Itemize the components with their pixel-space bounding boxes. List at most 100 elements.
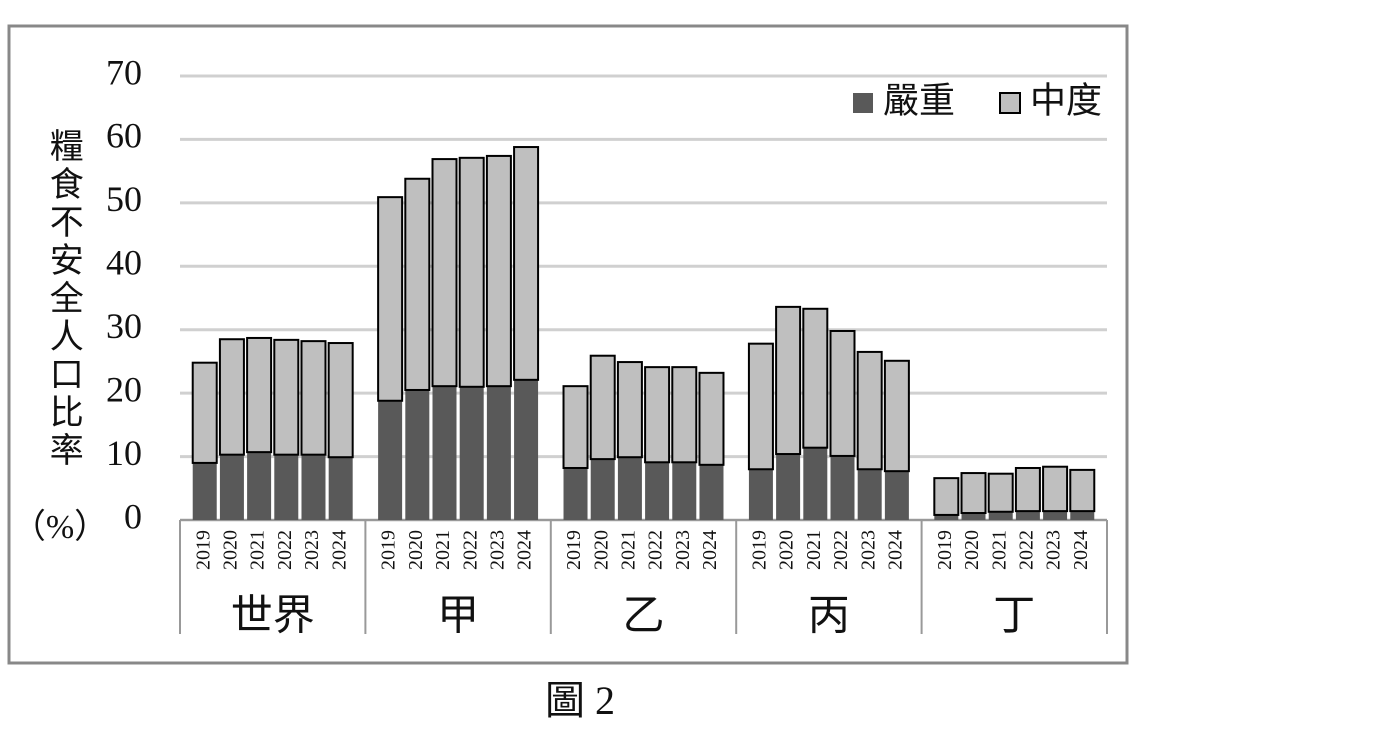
- bar-segment: [1070, 511, 1095, 520]
- x-tick-label: 2019: [192, 530, 214, 570]
- x-tick-label: 2024: [328, 530, 350, 570]
- x-tick-label: 2020: [590, 530, 612, 570]
- bar-segment: [459, 386, 484, 520]
- bar-segment: [486, 386, 511, 520]
- bar-segment: [485, 154, 512, 388]
- bar-segment: [1014, 466, 1041, 513]
- x-tick-label: 2020: [776, 530, 798, 570]
- x-tick-label: 2021: [247, 530, 269, 570]
- bar-segment: [988, 511, 1013, 520]
- bar-segment: [300, 340, 327, 456]
- bar-segment: [377, 196, 404, 402]
- y-tick-label: 50: [106, 179, 142, 219]
- x-tick-label: 2019: [934, 530, 956, 570]
- bar-segment: [775, 305, 802, 456]
- bar-segment: [961, 513, 986, 520]
- bar-segment: [645, 462, 670, 520]
- bar-segment: [617, 457, 642, 520]
- bar-segment: [883, 359, 910, 473]
- bar-segment: [671, 366, 698, 464]
- legend-label: 中度: [1030, 80, 1102, 120]
- group-label: 丁: [993, 594, 1035, 640]
- y-tick-label: 10: [106, 433, 142, 473]
- bar-segment: [273, 338, 300, 456]
- y-tick-label: 0: [124, 496, 142, 536]
- x-tick-label: 2020: [405, 530, 427, 570]
- bar-segment: [1069, 468, 1096, 513]
- x-tick-label: 2023: [301, 530, 323, 570]
- group-label: 甲: [437, 594, 479, 640]
- legend-swatch: [853, 93, 873, 113]
- chart-frame: [7, 24, 1129, 665]
- bar-segment: [246, 336, 273, 454]
- x-tick-label: 2022: [830, 530, 852, 570]
- bar-segment: [829, 329, 856, 457]
- x-tick-label: 2022: [459, 530, 481, 570]
- x-tick-label: 2021: [803, 530, 825, 570]
- legend-label: 嚴重: [883, 80, 955, 120]
- group-label: 乙: [622, 594, 664, 640]
- x-tick-label: 2024: [514, 530, 536, 570]
- y-axis-title: 糧食不安全人口比率: [44, 128, 83, 470]
- bar-segment: [857, 469, 882, 520]
- bar-segment: [644, 366, 671, 464]
- bar-segment: [960, 472, 987, 515]
- bar-segment: [987, 472, 1014, 513]
- bar-segment: [1015, 511, 1040, 520]
- bar-segment: [219, 454, 244, 520]
- bar-segment: [513, 146, 540, 381]
- bar-segment: [1043, 511, 1068, 520]
- x-tick-label: 2023: [486, 530, 508, 570]
- y-tick-label: 40: [106, 243, 142, 283]
- group-label: 世界: [231, 594, 315, 640]
- bar-segment: [274, 454, 299, 520]
- bar-segment: [247, 452, 272, 520]
- bar-segment: [432, 386, 457, 520]
- bar-segment: [378, 400, 403, 520]
- y-axis-unit: （%）: [12, 508, 108, 546]
- bar-segment: [458, 156, 485, 388]
- bar-segment: [698, 371, 725, 466]
- bar-segment: [830, 455, 855, 520]
- bar-segment: [301, 454, 326, 520]
- x-tick-label: 2021: [988, 530, 1010, 570]
- x-tick-label: 2022: [1015, 530, 1037, 570]
- x-tick-label: 2023: [857, 530, 879, 570]
- bar-segment: [672, 462, 697, 520]
- caption: 圖 2: [545, 678, 615, 723]
- x-tick-label: 2019: [563, 530, 585, 570]
- bar-segment: [563, 467, 588, 520]
- bar-segment: [747, 342, 774, 471]
- legend-swatch: [999, 92, 1021, 114]
- bar-segment: [933, 477, 960, 516]
- bar-segment: [616, 361, 643, 459]
- bar-segment: [404, 177, 431, 391]
- x-tick-label: 2024: [884, 530, 906, 570]
- y-tick-label: 20: [106, 369, 142, 409]
- x-tick-label: 2021: [432, 530, 454, 570]
- bar-segment: [589, 354, 616, 461]
- bar-segment: [562, 385, 589, 469]
- x-tick-label: 2023: [672, 530, 694, 570]
- bar-segment: [748, 469, 773, 520]
- bar-segment: [328, 457, 353, 520]
- bar-segment: [1042, 465, 1069, 513]
- bar-segment: [191, 361, 218, 464]
- bar-segment: [884, 471, 909, 520]
- y-tick-label: 70: [106, 52, 142, 92]
- bar-segment: [192, 462, 217, 520]
- x-tick-label: 2024: [699, 530, 721, 570]
- bar-segment: [327, 342, 354, 459]
- x-tick-label: 2019: [378, 530, 400, 570]
- x-tick-label: 2022: [274, 530, 296, 570]
- bar-segment: [699, 464, 724, 520]
- bar-segment: [218, 338, 245, 456]
- bar-segment: [776, 454, 801, 520]
- bar-segment: [856, 350, 883, 471]
- y-tick-label: 60: [106, 116, 142, 156]
- x-tick-label: 2019: [749, 530, 771, 570]
- bar-segment: [803, 447, 828, 520]
- y-tick-label: 30: [106, 306, 142, 346]
- group-label: 丙: [808, 594, 850, 640]
- x-tick-label: 2020: [961, 530, 983, 570]
